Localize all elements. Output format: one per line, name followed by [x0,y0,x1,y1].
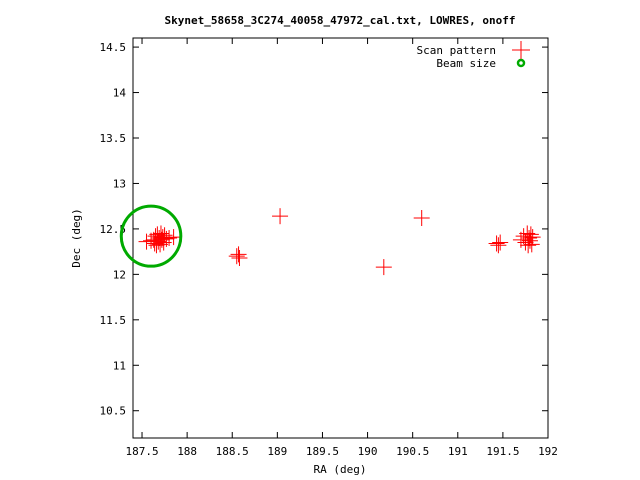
scan-point [521,230,538,246]
y-tick-label: 11 [113,359,126,372]
scan-point [492,234,509,251]
scan-point [153,231,170,248]
chart-title: Skynet_58658_3C274_40058_47972_cal.txt, … [165,14,516,27]
y-tick-label: 13.5 [100,132,127,145]
scan-point [272,208,289,225]
scan-point [375,259,392,276]
scan-point [488,235,505,252]
x-tick-label: 192 [538,445,558,458]
scan-point [230,246,247,263]
scan-pattern-series [138,208,541,276]
legend-label-beam-size: Beam size [436,57,496,70]
x-tick-label: 191 [448,445,468,458]
scan-point [521,232,538,249]
scan-point [490,237,507,254]
scan-point [231,250,248,266]
beam-circle [119,204,183,268]
x-axis-label: RA (deg) [314,463,367,476]
legend: Scan pattern Beam size [417,41,530,70]
scan-point [523,236,540,253]
x-tick-label: 190 [358,445,378,458]
x-axis: 187.5 188 188.5 189 189.5 190 190.5 191 191.5 192 [125,38,558,458]
scan-point [522,226,539,243]
scan-point [228,248,245,265]
scan-point [520,237,537,254]
y-tick-label: 12 [113,268,126,281]
legend-label-scan-pattern: Scan pattern [417,44,496,57]
scan-point [158,230,175,247]
x-tick-label: 188 [177,445,197,458]
x-tick-label: 189.5 [306,445,339,458]
y-axis: 10.5 11 11.5 12 12.5 13 13.5 14 14.5 [100,41,548,418]
beam-size-series [119,204,183,268]
plot-frame [132,37,549,439]
x-tick-label: 188.5 [216,445,249,458]
x-tick-label: 189 [267,445,287,458]
scan-point [156,227,173,244]
y-tick-label: 14.5 [100,41,127,54]
scan-point [165,229,182,246]
y-axis-label: Dec (deg) [70,208,83,268]
scan-point [413,210,430,226]
y-tick-label: 11.5 [100,314,127,327]
x-tick-label: 190.5 [396,445,429,458]
x-tick-label: 191.5 [486,445,519,458]
legend-marker-scan-pattern [512,41,530,59]
legend-marker-beam-size [516,58,526,68]
y-tick-label: 13 [113,177,126,190]
scan-point [524,229,541,246]
y-tick-label: 14 [113,87,127,100]
y-tick-label: 10.5 [100,405,127,418]
y-tick-label: 12.5 [100,223,127,236]
scan-point [161,230,178,246]
x-tick-label: 187.5 [125,445,158,458]
